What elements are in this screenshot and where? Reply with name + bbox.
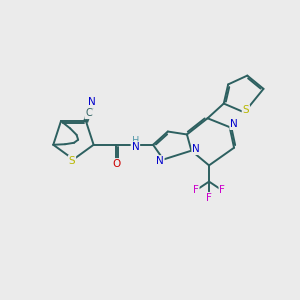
Text: H: H bbox=[132, 136, 139, 146]
Text: S: S bbox=[242, 105, 249, 115]
Text: C: C bbox=[85, 108, 92, 118]
Text: N: N bbox=[156, 156, 164, 166]
Text: F: F bbox=[193, 185, 199, 195]
Text: N: N bbox=[230, 119, 238, 129]
Text: O: O bbox=[112, 159, 120, 169]
Text: S: S bbox=[69, 156, 75, 166]
Text: F: F bbox=[206, 193, 212, 203]
Text: N: N bbox=[131, 142, 139, 152]
Text: N: N bbox=[192, 144, 200, 154]
Text: N: N bbox=[88, 97, 96, 107]
Text: F: F bbox=[219, 185, 225, 195]
